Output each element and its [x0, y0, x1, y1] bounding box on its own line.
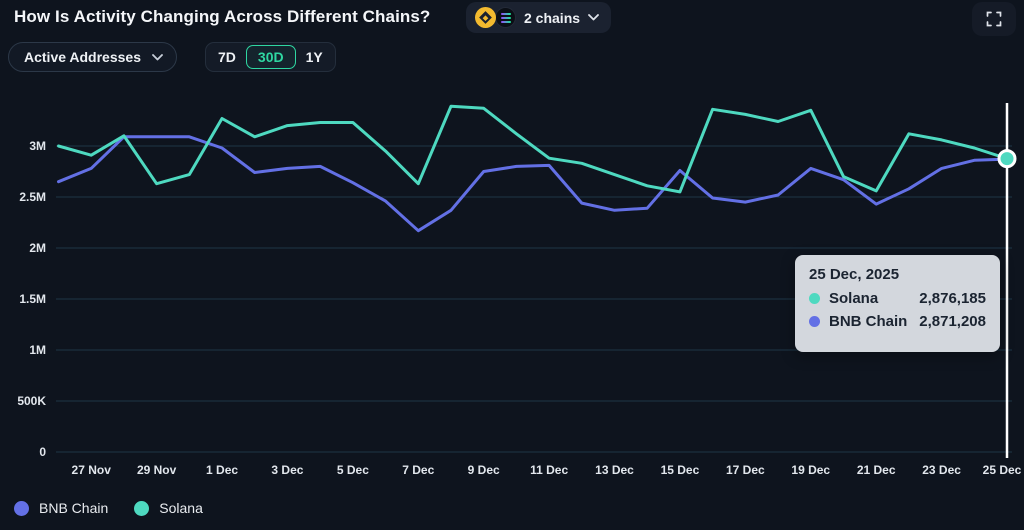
solana-dot-icon — [809, 293, 820, 304]
chevron-down-icon — [588, 14, 599, 21]
x-axis-label: 23 Dec — [922, 463, 961, 477]
x-axis-label: 3 Dec — [271, 463, 303, 477]
metric-dropdown[interactable]: Active Addresses — [8, 42, 177, 72]
x-axis-label: 17 Dec — [726, 463, 765, 477]
bnb-dot-icon — [809, 316, 820, 327]
chains-selector-label: 2 chains — [524, 9, 581, 26]
x-axis-label: 21 Dec — [857, 463, 896, 477]
chart-tooltip: 25 Dec, 2025 Solana 2,876,185 BNB Chain … — [795, 255, 1000, 352]
legend-item-bnb-chain[interactable]: BNB Chain — [14, 500, 108, 516]
endpoint-marker — [997, 149, 1017, 169]
tooltip-series-value: 2,871,208 — [919, 313, 986, 330]
chevron-down-icon — [152, 53, 163, 60]
y-axis-label: 2M — [29, 241, 46, 255]
solana-coin-icon — [495, 7, 516, 28]
bnb-coin-icon — [475, 7, 496, 28]
tooltip-row-bnb: BNB Chain 2,871,208 — [809, 313, 986, 330]
y-axis-label: 0 — [39, 445, 46, 459]
x-axis-label: 9 Dec — [468, 463, 500, 477]
x-axis-label: 25 Dec — [983, 463, 1022, 477]
x-axis-label: 7 Dec — [402, 463, 434, 477]
x-axis-label: 11 Dec — [530, 463, 568, 477]
solana-dot-icon — [134, 500, 150, 516]
range-30d-button[interactable]: 30D — [245, 45, 296, 69]
y-axis-label: 3M — [29, 139, 46, 153]
metric-dropdown-value: Active Addresses — [24, 49, 141, 65]
series-line-bnb-chain[interactable] — [57, 135, 1009, 233]
y-axis-label: 1M — [29, 343, 46, 357]
range-selector: 7D 30D 1Y — [205, 42, 336, 72]
bnb-dot-icon — [14, 500, 29, 516]
x-axis-label: 1 Dec — [206, 463, 238, 477]
y-axis-label: 500K — [17, 394, 46, 408]
x-axis-label: 29 Nov — [137, 463, 177, 477]
legend-label: BNB Chain — [39, 500, 109, 516]
x-axis-label: 13 Dec — [595, 463, 634, 477]
series-line-solana[interactable] — [57, 104, 1009, 194]
y-axis-label: 1.5M — [19, 292, 46, 306]
x-axis-label: 15 Dec — [661, 463, 700, 477]
tooltip-date: 25 Dec, 2025 — [809, 266, 900, 283]
tooltip-series-name: BNB Chain — [829, 313, 908, 330]
y-axis-label: 2.5M — [19, 190, 46, 204]
range-7d-button[interactable]: 7D — [208, 45, 246, 69]
expand-corners-icon — [986, 11, 1002, 27]
fullscreen-button[interactable] — [972, 2, 1016, 36]
x-axis-label: 5 Dec — [337, 463, 369, 477]
legend-item-solana[interactable]: Solana — [134, 500, 203, 516]
legend-label: Solana — [159, 500, 203, 516]
page-title: How Is Activity Changing Across Differen… — [14, 7, 431, 26]
chains-selector-dropdown[interactable]: 2 chains — [466, 2, 612, 33]
range-1y-button[interactable]: 1Y — [296, 45, 333, 69]
chart-legend: BNB Chain Solana — [14, 500, 203, 516]
tooltip-row-solana: Solana 2,876,185 — [809, 290, 986, 307]
tooltip-series-name: Solana — [829, 290, 879, 307]
tooltip-series-value: 2,876,185 — [919, 290, 986, 307]
x-axis-label: 19 Dec — [791, 463, 830, 477]
x-axis-label: 27 Nov — [72, 463, 112, 477]
